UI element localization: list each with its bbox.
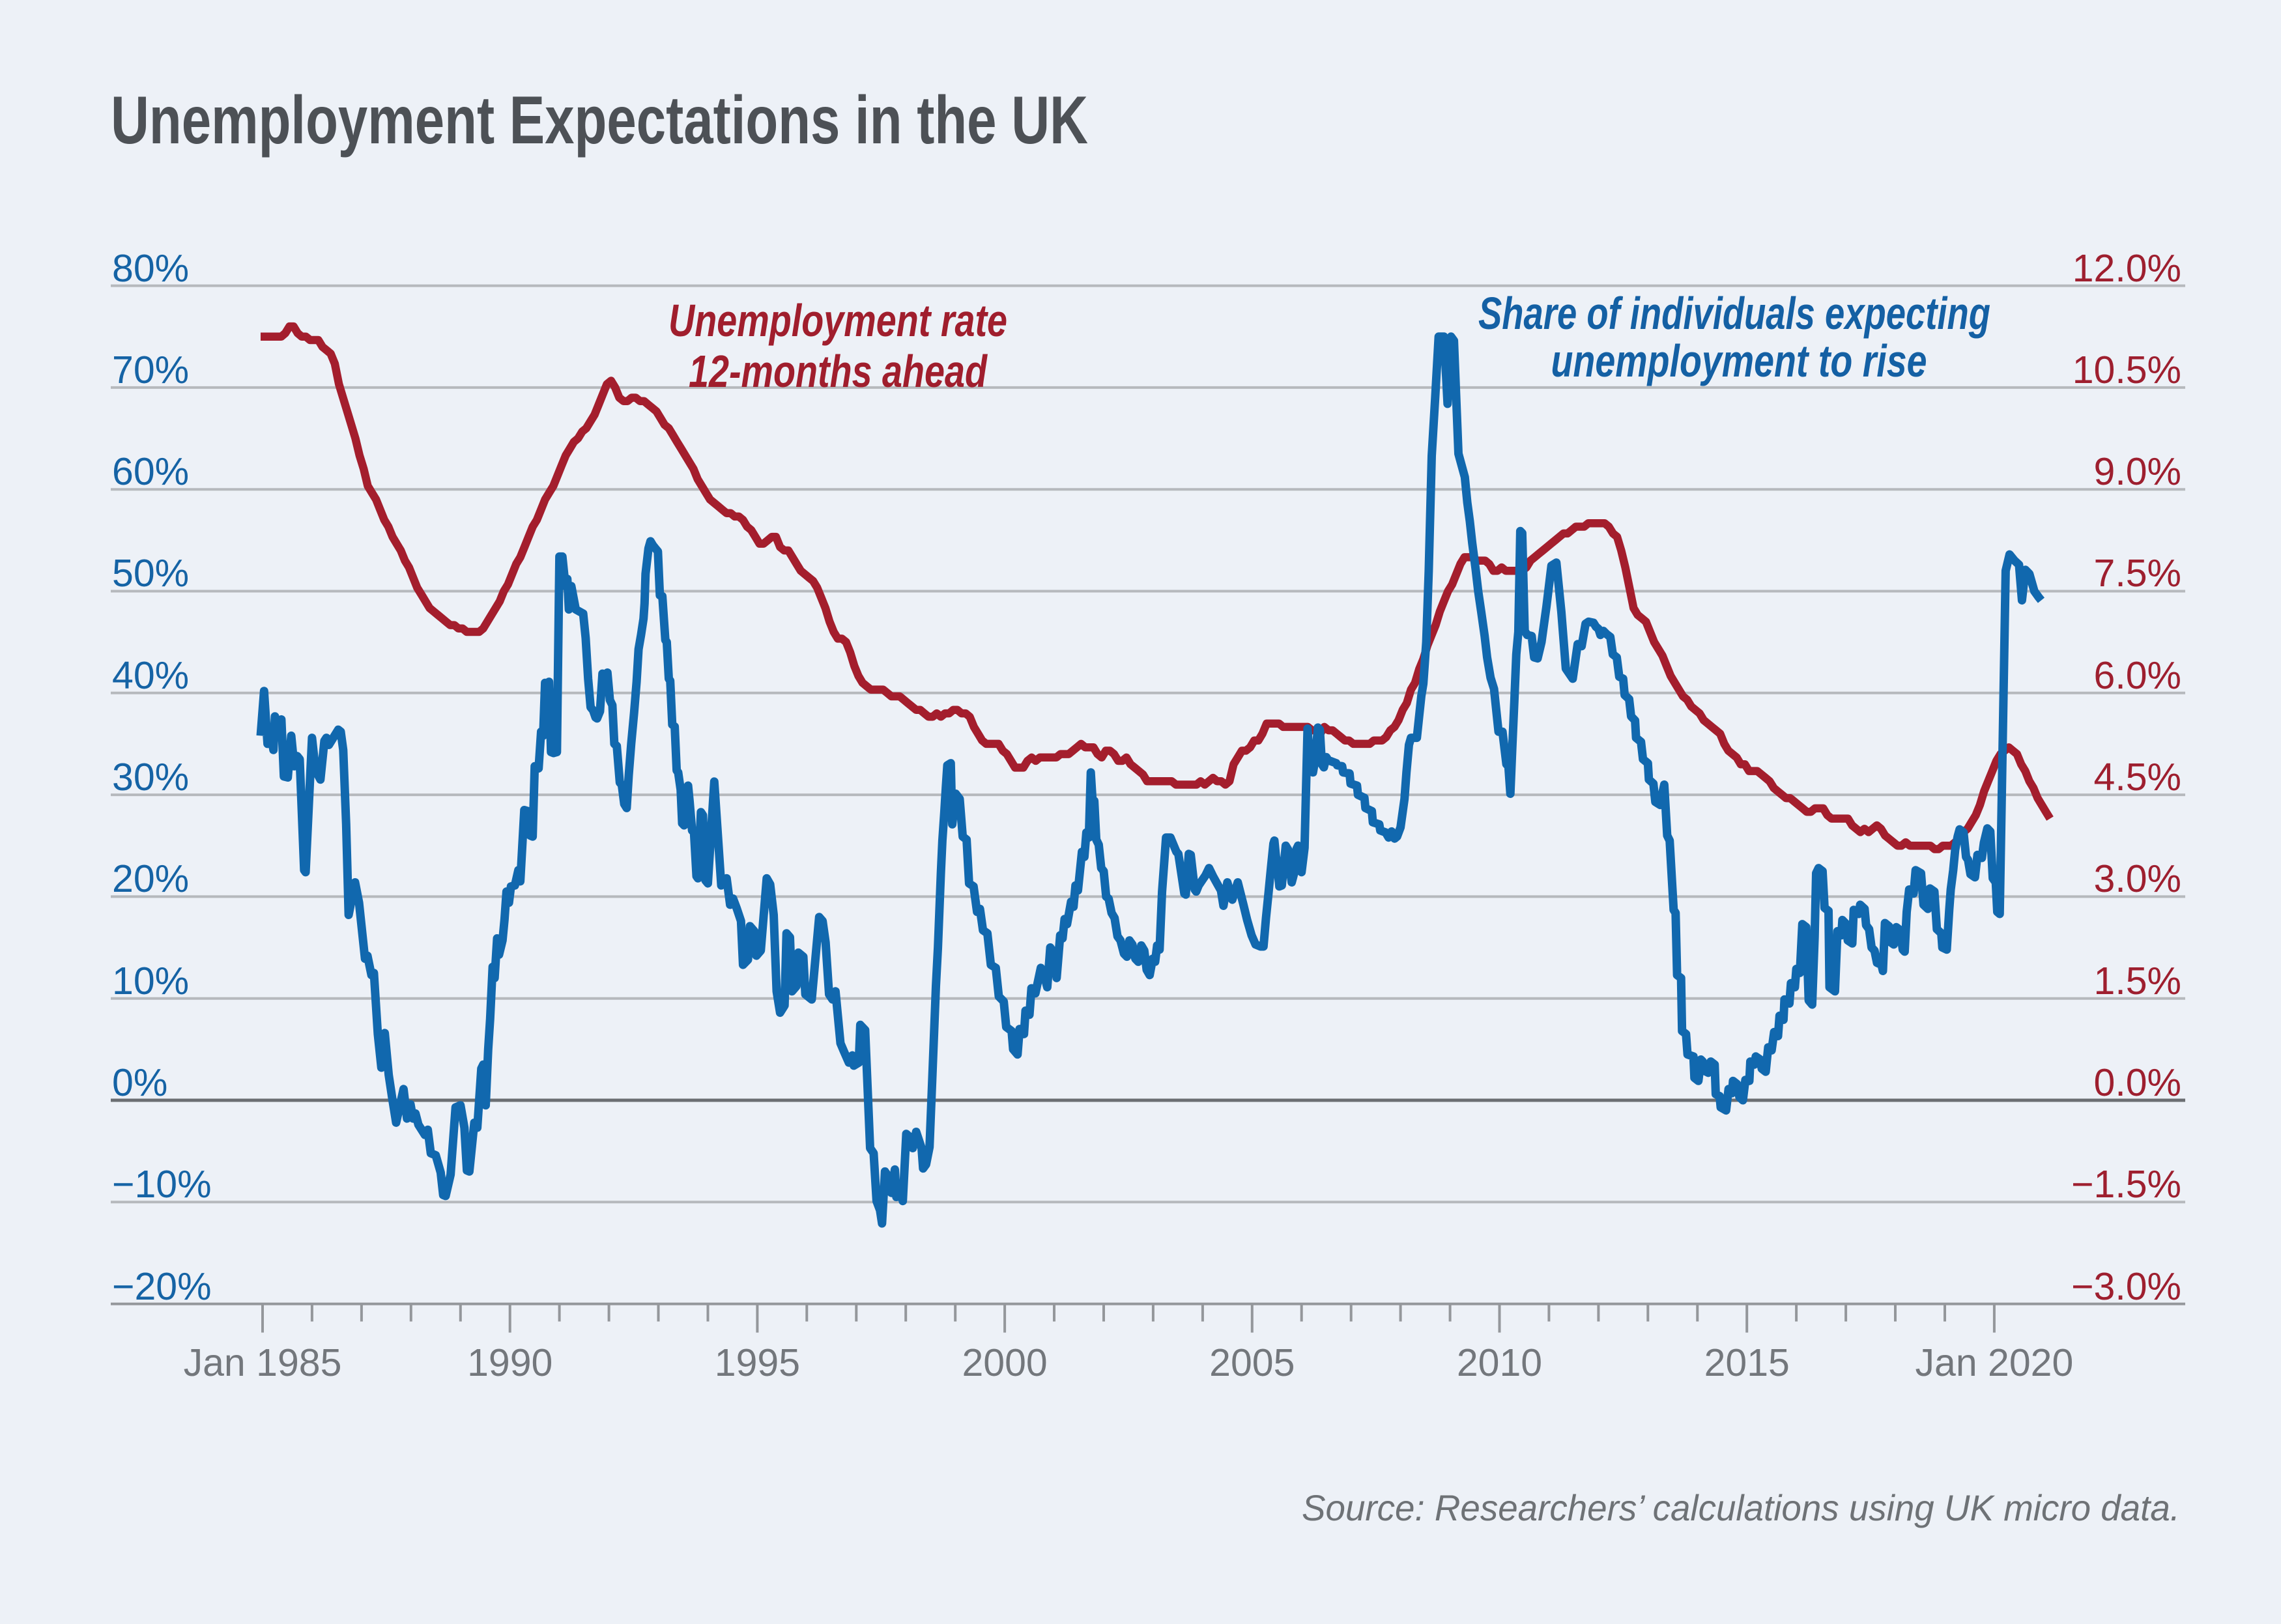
svg-text:Unemployment rate: Unemployment rate (668, 295, 1007, 346)
svg-text:1990: 1990 (467, 1341, 552, 1384)
svg-text:70%: 70% (112, 349, 189, 392)
svg-text:1995: 1995 (715, 1341, 800, 1384)
svg-text:3.0%: 3.0% (2094, 857, 2181, 900)
svg-text:40%: 40% (112, 654, 189, 697)
svg-text:9.0%: 9.0% (2094, 450, 2181, 493)
svg-text:2005: 2005 (1209, 1341, 1295, 1384)
svg-text:−1.5%: −1.5% (2071, 1163, 2181, 1206)
svg-text:2015: 2015 (1704, 1341, 1790, 1384)
svg-text:Unemployment Expectations in t: Unemployment Expectations in the UK (111, 83, 1088, 158)
svg-text:unemployment to rise: unemployment to rise (1551, 335, 1927, 386)
svg-text:Source: Researchers’ calculati: Source: Researchers’ calculations using … (1302, 1487, 2180, 1528)
svg-text:2000: 2000 (962, 1341, 1047, 1384)
svg-text:30%: 30% (112, 756, 189, 799)
svg-text:0.0%: 0.0% (2094, 1061, 2181, 1104)
svg-text:60%: 60% (112, 450, 189, 493)
svg-text:80%: 80% (112, 247, 189, 290)
svg-text:20%: 20% (112, 857, 189, 900)
svg-text:−3.0%: −3.0% (2071, 1265, 2181, 1308)
svg-text:6.0%: 6.0% (2094, 654, 2181, 697)
svg-text:Jan 1985: Jan 1985 (184, 1341, 342, 1384)
svg-text:−20%: −20% (112, 1265, 212, 1308)
svg-text:50%: 50% (112, 552, 189, 595)
svg-text:Jan 2020: Jan 2020 (1915, 1341, 2074, 1384)
svg-text:10%: 10% (112, 960, 189, 1003)
svg-text:1.5%: 1.5% (2094, 960, 2181, 1003)
svg-text:0%: 0% (112, 1061, 167, 1104)
svg-text:2010: 2010 (1457, 1341, 1542, 1384)
svg-text:7.5%: 7.5% (2094, 552, 2181, 595)
svg-text:−10%: −10% (112, 1163, 212, 1206)
svg-text:12.0%: 12.0% (2073, 247, 2181, 290)
svg-text:10.5%: 10.5% (2073, 349, 2181, 392)
svg-text:Share of individuals expecting: Share of individuals expecting (1478, 288, 1990, 339)
svg-text:4.5%: 4.5% (2094, 756, 2181, 799)
svg-text:12-months ahead: 12-months ahead (689, 346, 988, 397)
